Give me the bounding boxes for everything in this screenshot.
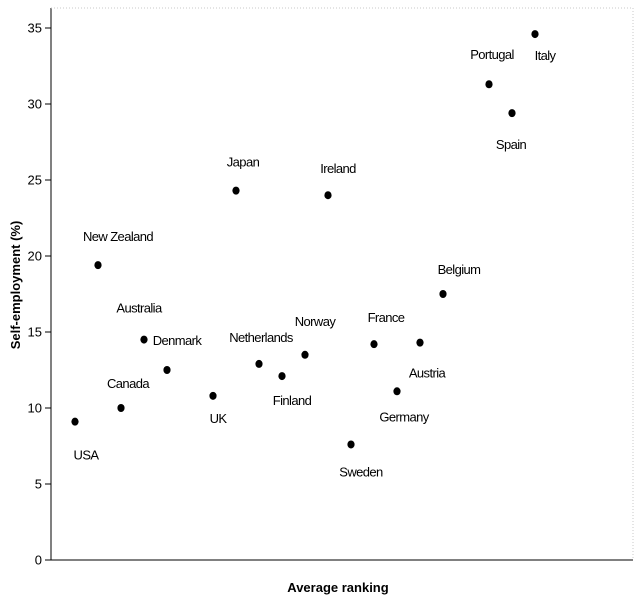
point-label-spain: Spain: [496, 137, 527, 152]
y-tick-label: 25: [28, 173, 42, 188]
point-label-france: France: [368, 310, 405, 325]
point-label-australia: Australia: [116, 301, 163, 316]
y-tick-label: 35: [28, 21, 42, 36]
y-ticks: 0 5 10 15 20 25 30 35: [28, 21, 51, 568]
point-label-canada: Canada: [107, 376, 150, 391]
y-tick-label: 15: [28, 325, 42, 340]
axes: [50, 7, 634, 561]
point-label-ireland: Ireland: [320, 161, 356, 176]
x-axis-title: Average ranking: [287, 580, 388, 595]
data-point-new-zealand: [94, 261, 102, 270]
point-label-netherlands: Netherlands: [229, 330, 294, 345]
point-label-new-zealand: New Zealand: [83, 229, 153, 244]
data-point-france: [370, 340, 378, 349]
point-label-germany: Germany: [379, 409, 429, 424]
y-tick-label: 10: [28, 401, 42, 416]
data-point-germany: [393, 387, 401, 396]
y-tick-label: 30: [28, 97, 42, 112]
point-label-sweden: Sweden: [339, 464, 383, 479]
y-axis-title: Self-employment (%): [8, 221, 23, 350]
point-labels: USA New Zealand Canada Australia Denmark UK Ja…: [74, 47, 558, 479]
data-point-usa: [71, 417, 79, 426]
point-label-uk: UK: [210, 411, 228, 426]
data-point-finland: [278, 372, 286, 381]
data-points: [71, 30, 539, 449]
point-label-denmark: Denmark: [153, 333, 203, 348]
point-label-japan: Japan: [227, 155, 260, 170]
point-label-usa: USA: [74, 448, 100, 463]
y-tick-label: 5: [35, 477, 42, 492]
data-point-austria: [416, 338, 424, 347]
data-point-australia: [140, 335, 148, 344]
data-point-ireland: [324, 191, 332, 200]
data-point-uk: [209, 391, 217, 400]
data-point-netherlands: [255, 359, 263, 368]
data-point-sweden: [347, 440, 355, 449]
point-label-finland: Finland: [273, 393, 312, 408]
data-point-norway: [301, 350, 309, 359]
point-label-austria: Austria: [409, 366, 447, 381]
data-point-portugal: [485, 80, 493, 89]
data-point-belgium: [439, 290, 447, 298]
point-label-italy: Italy: [535, 48, 557, 63]
point-label-belgium: Belgium: [438, 262, 481, 277]
y-tick-label: 0: [35, 553, 42, 568]
y-tick-label: 20: [28, 249, 42, 264]
point-label-portugal: Portugal: [470, 47, 514, 62]
data-point-japan: [232, 186, 240, 195]
data-point-canada: [117, 404, 125, 412]
point-label-norway: Norway: [295, 314, 337, 329]
data-point-italy: [531, 30, 539, 39]
data-point-spain: [508, 109, 516, 118]
data-point-denmark: [163, 366, 171, 374]
